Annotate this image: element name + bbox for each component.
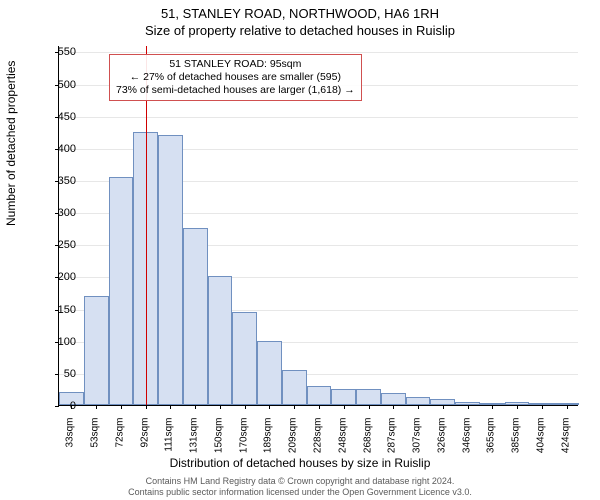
xtick-mark: [517, 405, 518, 409]
xtick-label: 189sqm: [263, 418, 274, 468]
histogram-bar: [158, 135, 183, 405]
xtick-mark: [393, 405, 394, 409]
histogram-bar: [257, 341, 282, 405]
annotation-box: 51 STANLEY ROAD: 95sqm← 27% of detached …: [109, 54, 362, 101]
chart-title-main: 51, STANLEY ROAD, NORTHWOOD, HA6 1RH: [0, 0, 600, 21]
xtick-label: 33sqm: [65, 418, 76, 468]
footer: Contains HM Land Registry data © Crown c…: [0, 476, 600, 498]
xtick-mark: [418, 405, 419, 409]
ytick-label: 150: [46, 304, 76, 316]
xtick-label: 424sqm: [560, 418, 571, 468]
annotation-line1: 51 STANLEY ROAD: 95sqm: [116, 58, 355, 71]
histogram-bar: [232, 312, 257, 405]
xtick-mark: [170, 405, 171, 409]
xtick-mark: [319, 405, 320, 409]
xtick-label: 268sqm: [362, 418, 373, 468]
xtick-mark: [492, 405, 493, 409]
ytick-label: 100: [46, 336, 76, 348]
xtick-mark: [369, 405, 370, 409]
ytick-label: 200: [46, 271, 76, 283]
ytick-label: 400: [46, 143, 76, 155]
xtick-mark: [344, 405, 345, 409]
ytick-label: 50: [46, 368, 76, 380]
footer-line1: Contains HM Land Registry data © Crown c…: [0, 476, 600, 487]
xtick-label: 346sqm: [461, 418, 472, 468]
grid-line: [59, 117, 578, 118]
plot-area: 51 STANLEY ROAD: 95sqm← 27% of detached …: [58, 46, 578, 406]
xtick-mark: [195, 405, 196, 409]
xtick-mark: [567, 405, 568, 409]
histogram-bar: [282, 370, 307, 405]
histogram-bar: [406, 397, 431, 405]
xtick-mark: [146, 405, 147, 409]
xtick-label: 404sqm: [535, 418, 546, 468]
ytick-label: 350: [46, 175, 76, 187]
annotation-line3: 73% of semi-detached houses are larger (…: [116, 84, 355, 97]
ytick-label: 500: [46, 79, 76, 91]
xtick-label: 326sqm: [436, 418, 447, 468]
ytick-label: 0: [46, 400, 76, 412]
ytick-label: 550: [46, 46, 76, 58]
histogram-bar: [331, 389, 356, 405]
xtick-mark: [121, 405, 122, 409]
xtick-label: 287sqm: [387, 418, 398, 468]
histogram-bar: [109, 177, 134, 405]
y-axis-label: Number of detached properties: [4, 61, 18, 226]
xtick-label: 228sqm: [313, 418, 324, 468]
xtick-label: 307sqm: [412, 418, 423, 468]
xtick-label: 170sqm: [238, 418, 249, 468]
xtick-label: 150sqm: [213, 418, 224, 468]
xtick-mark: [220, 405, 221, 409]
xtick-label: 53sqm: [90, 418, 101, 468]
histogram-bar: [208, 276, 233, 405]
histogram-bar: [84, 296, 109, 405]
xtick-label: 72sqm: [114, 418, 125, 468]
xtick-mark: [96, 405, 97, 409]
xtick-mark: [294, 405, 295, 409]
xtick-mark: [468, 405, 469, 409]
xtick-label: 248sqm: [337, 418, 348, 468]
annotation-line2: ← 27% of detached houses are smaller (59…: [116, 71, 355, 84]
ytick-label: 250: [46, 239, 76, 251]
xtick-label: 209sqm: [288, 418, 299, 468]
xtick-mark: [245, 405, 246, 409]
xtick-label: 111sqm: [164, 418, 175, 468]
histogram-bar: [183, 228, 208, 405]
xtick-mark: [443, 405, 444, 409]
footer-line2: Contains public sector information licen…: [0, 487, 600, 498]
histogram-bar: [356, 389, 381, 405]
chart-title-sub: Size of property relative to detached ho…: [0, 21, 600, 38]
ytick-label: 300: [46, 207, 76, 219]
xtick-mark: [269, 405, 270, 409]
ytick-label: 450: [46, 111, 76, 123]
xtick-label: 92sqm: [139, 418, 150, 468]
xtick-label: 385sqm: [511, 418, 522, 468]
xtick-label: 131sqm: [189, 418, 200, 468]
xtick-mark: [542, 405, 543, 409]
histogram-bar: [307, 386, 332, 405]
xtick-label: 365sqm: [486, 418, 497, 468]
histogram-bar: [381, 393, 406, 405]
